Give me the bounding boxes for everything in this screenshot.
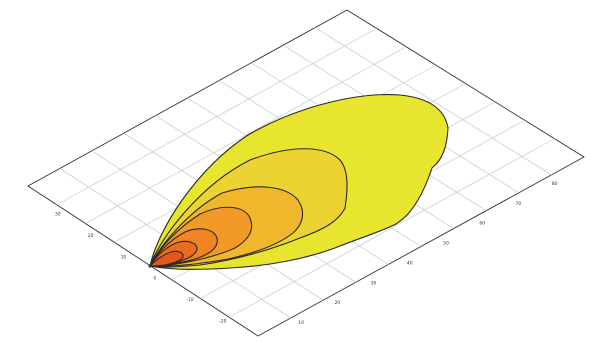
x-tick-label: 50 — [443, 241, 449, 247]
x-tick-label: 80 — [552, 181, 558, 187]
y-tick-label: -20 — [219, 319, 226, 325]
x-tick-label: 30 — [371, 280, 377, 286]
axis-ticks: 10 20 30 40 50 60 70 80 30 20 10 0 -10 -20 — [55, 181, 558, 326]
source-point-marker — [148, 264, 152, 268]
y-tick-label: 10 — [121, 254, 127, 260]
grid-line-y — [229, 138, 555, 318]
x-tick-label: 20 — [334, 300, 340, 306]
x-tick-label: 10 — [298, 320, 304, 326]
grid-line-y — [56, 28, 377, 206]
contour-band-7 — [149, 250, 184, 267]
y-tick-label: -10 — [186, 297, 193, 303]
x-tick-label: 40 — [407, 260, 413, 266]
grid-line-y — [85, 46, 407, 224]
y-tick-label: 20 — [88, 233, 94, 239]
y-tick-label: 30 — [55, 211, 61, 217]
x-tick-label: 60 — [479, 221, 485, 227]
contour-bands — [148, 94, 449, 270]
x-tick-label: 70 — [516, 201, 522, 207]
y-tick-label: 0 — [153, 276, 156, 282]
